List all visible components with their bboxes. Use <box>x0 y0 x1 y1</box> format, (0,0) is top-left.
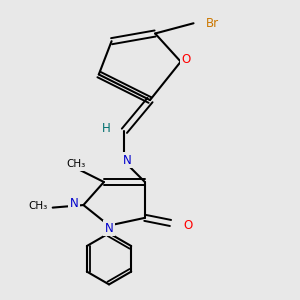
Text: O: O <box>181 52 190 66</box>
Text: Br: Br <box>206 17 220 30</box>
Text: CH₃: CH₃ <box>28 201 48 211</box>
Text: O: O <box>184 219 193 232</box>
Text: N: N <box>105 222 113 235</box>
Text: N: N <box>70 197 78 210</box>
Text: H: H <box>102 122 111 135</box>
Text: N: N <box>123 154 131 167</box>
Text: CH₃: CH₃ <box>66 159 86 169</box>
